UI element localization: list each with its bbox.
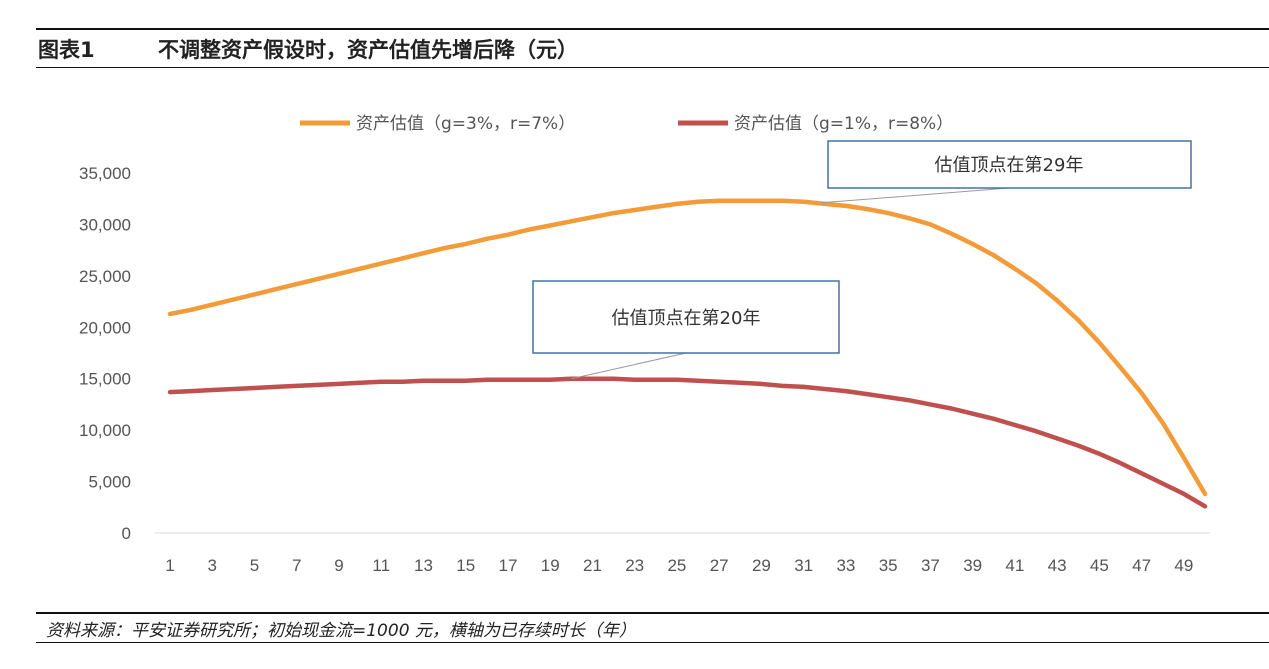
y-tick-label: 10,000 <box>79 421 131 440</box>
y-tick-label: 30,000 <box>79 215 131 234</box>
figure-number: 图表1 <box>38 37 95 62</box>
x-tick-label: 47 <box>1132 556 1151 575</box>
annotation-text-1: 估值顶点在第29年 <box>935 155 1084 176</box>
x-tick-label: 43 <box>1048 556 1067 575</box>
source-note: 资料来源：平安证券研究所；初始现金流=1000 元，横轴为已存续时长（年） <box>36 612 1269 643</box>
y-tick-label: 0 <box>122 524 131 543</box>
x-tick-label: 41 <box>1005 556 1024 575</box>
y-axis: 0 5,000 10,000 15,000 20,000 25,000 30,000 35,0… <box>79 164 131 543</box>
y-tick-label: 35,000 <box>79 164 131 183</box>
x-tick-label: 25 <box>667 556 686 575</box>
x-tick-label: 15 <box>456 556 475 575</box>
legend-label-series-2: 资产估值（g=1%，r=8%） <box>734 114 953 134</box>
series-line-1 <box>167 198 1208 497</box>
x-tick-label: 19 <box>541 556 560 575</box>
annotation-text-2: 估值顶点在第20年 <box>612 308 761 329</box>
x-tick-label: 49 <box>1174 556 1193 575</box>
annotation-box-1 <box>827 140 1192 189</box>
x-tick-label: 31 <box>794 556 813 575</box>
x-tick-label: 13 <box>414 556 433 575</box>
x-tick-label: 21 <box>583 556 602 575</box>
x-tick-label: 17 <box>498 556 517 575</box>
x-tick-label: 37 <box>921 556 940 575</box>
x-axis: 1 3 5 7 9 11 13 15 17 19 21 23 25 27 29 31 33 35 37 39 41 43 4… <box>165 556 1193 575</box>
y-tick-label: 20,000 <box>79 318 131 337</box>
y-tick-label: 5,000 <box>88 473 131 492</box>
x-tick-label: 9 <box>334 556 343 575</box>
series-group <box>167 198 1208 509</box>
x-tick-label: 27 <box>710 556 729 575</box>
annotation-leader-2 <box>571 352 687 380</box>
x-tick-label: 11 <box>372 556 390 575</box>
x-tick-label: 35 <box>879 556 898 575</box>
figure-title: 不调整资产假设时，资产估值先增后降（元） <box>158 37 578 62</box>
series-line-2 <box>167 376 1208 509</box>
x-tick-label: 7 <box>292 556 301 575</box>
annotations: 估值顶点在第29年 估值顶点在第20年 <box>532 140 1192 380</box>
legend-label-series-1: 资产估值（g=3%，r=7%） <box>356 114 575 134</box>
y-tick-label: 25,000 <box>79 267 131 286</box>
x-tick-label: 23 <box>625 556 644 575</box>
annotation-leader-1 <box>821 187 1010 204</box>
x-tick-label: 29 <box>752 556 771 575</box>
x-tick-label: 33 <box>836 556 855 575</box>
annotation-box-2 <box>532 280 840 354</box>
legend: 资产估值（g=3%，r=7%） 资产估值（g=1%，r=8%） <box>300 114 953 134</box>
x-tick-label: 5 <box>250 556 259 575</box>
x-tick-label: 1 <box>165 556 174 575</box>
y-tick-label: 15,000 <box>79 370 131 389</box>
x-tick-label: 39 <box>963 556 982 575</box>
x-tick-label: 3 <box>208 556 217 575</box>
figure-header: 图表1 不调整资产假设时，资产估值先增后降（元） <box>36 28 1269 68</box>
source-text: 资料来源：平安证券研究所；初始现金流=1000 元，横轴为已存续时长（年） <box>46 620 636 641</box>
x-tick-label: 45 <box>1090 556 1109 575</box>
